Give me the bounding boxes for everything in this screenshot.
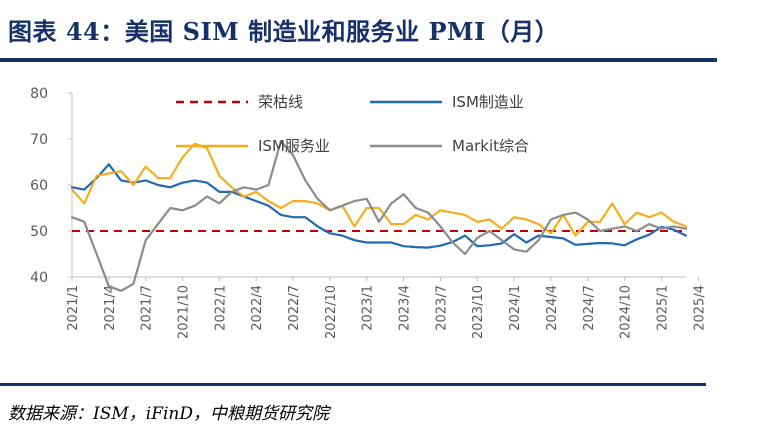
source-note: 数据来源：ISM，iFinD，中粮期货研究院 [8,404,330,424]
x-tick-label: 2022/10 [324,285,339,339]
x-tick-label: 2021/10 [177,285,192,339]
x-tick-label: 2024/1 [508,285,523,331]
series-line-ISM制造业 [70,163,688,249]
x-tick-label: 2024/7 [582,285,597,331]
x-tick-label: 2025/1 [655,285,670,331]
legend-label: ISM制造业 [452,93,524,111]
x-tick-label: 2022/7 [287,285,302,331]
x-tick-label: 2025/4 [692,285,707,331]
x-tick-label: 2023/10 [471,285,486,339]
x-tick-label: 2022/1 [213,285,228,331]
x-tick-label: 2023/1 [361,285,376,331]
x-tick-label: 2024/4 [545,285,560,331]
y-tick-label: 60 [30,178,48,194]
x-tick-label: 2023/7 [434,285,449,331]
legend-label: ISM服务业 [258,137,330,155]
x-tick-label: 2021/1 [66,285,81,331]
y-tick-label: 50 [30,224,48,240]
title-rule [0,58,717,62]
source-rule [0,383,706,386]
chart-series [70,140,688,292]
y-tick-label: 80 [30,86,48,102]
legend-label: 荣枯线 [258,93,303,111]
x-tick-label: 2024/10 [619,285,634,339]
series-line-ISM服务业 [70,142,688,237]
legend-label: Markit综合 [452,137,529,155]
figure-title: 图表 44：美国 SIM 制造业和服务业 PMI（月） [8,17,560,46]
y-tick-label: 70 [30,132,48,148]
x-tick-label: 2022/4 [250,285,265,331]
y-tick-label: 40 [30,270,48,286]
chart-legend: 荣枯线 ISM制造业 ISM服务业 Markit综合 [176,93,529,155]
series-line-Markit综合 [70,140,688,292]
x-tick-label: 2021/7 [140,285,155,331]
x-tick-label: 2023/4 [398,285,413,331]
x-tick-label: 2021/4 [103,285,118,331]
chart-axes: 40 50 60 70 80 2021/1 2021/4 2021/7 2021/10 2022/… [30,86,707,339]
